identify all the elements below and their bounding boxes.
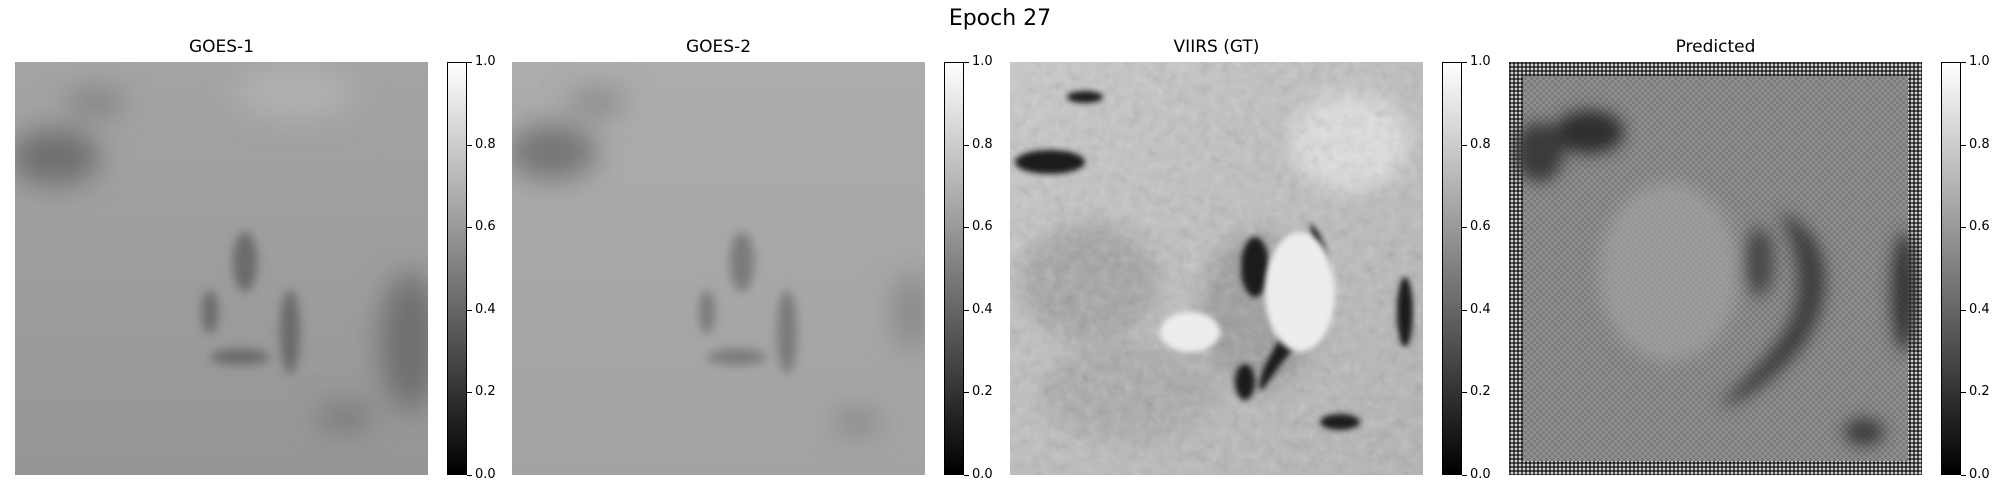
colorbar-tick [467, 145, 472, 146]
colorbar-tick [1961, 310, 1966, 311]
colorbar-tick-label: 1.0 [1470, 54, 1491, 69]
colorbar-tick-label: 0.2 [1969, 384, 1990, 399]
figure-title: Epoch 27 [948, 6, 1052, 31]
colorbar-tick-label: 0.6 [1969, 219, 1990, 234]
colorbar [447, 62, 467, 475]
colorbar-tick [1961, 62, 1966, 63]
colorbar [944, 62, 964, 475]
colorbar-tick-label: 0.8 [1470, 137, 1491, 152]
colorbar-tick-label: 1.0 [972, 54, 993, 69]
colorbar-tick [467, 227, 472, 228]
panel-title: GOES-2 [685, 37, 752, 57]
colorbar-tick [467, 392, 472, 393]
colorbar-tick-label: 0.8 [972, 137, 993, 152]
colorbar-tick-label: 1.0 [1969, 54, 1990, 69]
colorbar-tick [1462, 310, 1467, 311]
colorbar-tick [1462, 145, 1467, 146]
panel-title: GOES-1 [188, 37, 255, 57]
colorbar-tick [467, 475, 472, 476]
colorbar-tick-label: 0.0 [1969, 467, 1990, 482]
colorbar-tick-label: 0.2 [972, 384, 993, 399]
colorbar-tick-label: 0.6 [475, 219, 496, 234]
satellite-image-viirs [1010, 62, 1423, 475]
colorbar-tick [964, 145, 969, 146]
colorbar-tick-label: 0.2 [475, 384, 496, 399]
colorbar-tick-label: 0.8 [475, 137, 496, 152]
colorbar-tick [1462, 62, 1467, 63]
colorbar-tick-label: 0.6 [1470, 219, 1491, 234]
panel-title: Predicted [1675, 37, 1756, 57]
colorbar-tick [467, 310, 472, 311]
panel-title: VIIRS (GT) [1173, 37, 1260, 57]
colorbar-tick [964, 392, 969, 393]
colorbar-tick [467, 62, 472, 63]
colorbar-tick-label: 0.4 [1969, 302, 1990, 317]
colorbar-tick [1961, 392, 1966, 393]
colorbar-tick-label: 0.4 [1470, 302, 1491, 317]
colorbar-tick [964, 475, 969, 476]
colorbar-tick-label: 1.0 [475, 54, 496, 69]
colorbar-tick-label: 0.0 [475, 467, 496, 482]
satellite-image-goes-2 [512, 62, 925, 475]
colorbar-tick-label: 0.4 [475, 302, 496, 317]
colorbar-tick [1961, 227, 1966, 228]
colorbar-tick-label: 0.0 [1470, 467, 1491, 482]
colorbar-tick-label: 0.0 [972, 467, 993, 482]
colorbar-tick-label: 0.4 [972, 302, 993, 317]
colorbar-tick [1462, 392, 1467, 393]
colorbar [1442, 62, 1462, 475]
satellite-image-goes-1 [15, 62, 428, 475]
colorbar-tick-label: 0.6 [972, 219, 993, 234]
colorbar-tick [964, 62, 969, 63]
colorbar-tick [964, 310, 969, 311]
predicted-image [1509, 62, 1922, 475]
colorbar-tick-label: 0.8 [1969, 137, 1990, 152]
colorbar-tick [964, 227, 969, 228]
colorbar-tick-label: 0.2 [1470, 384, 1491, 399]
colorbar-tick [1961, 145, 1966, 146]
colorbar-tick [1961, 475, 1966, 476]
colorbar-tick [1462, 475, 1467, 476]
colorbar-tick [1462, 227, 1467, 228]
colorbar [1941, 62, 1961, 475]
